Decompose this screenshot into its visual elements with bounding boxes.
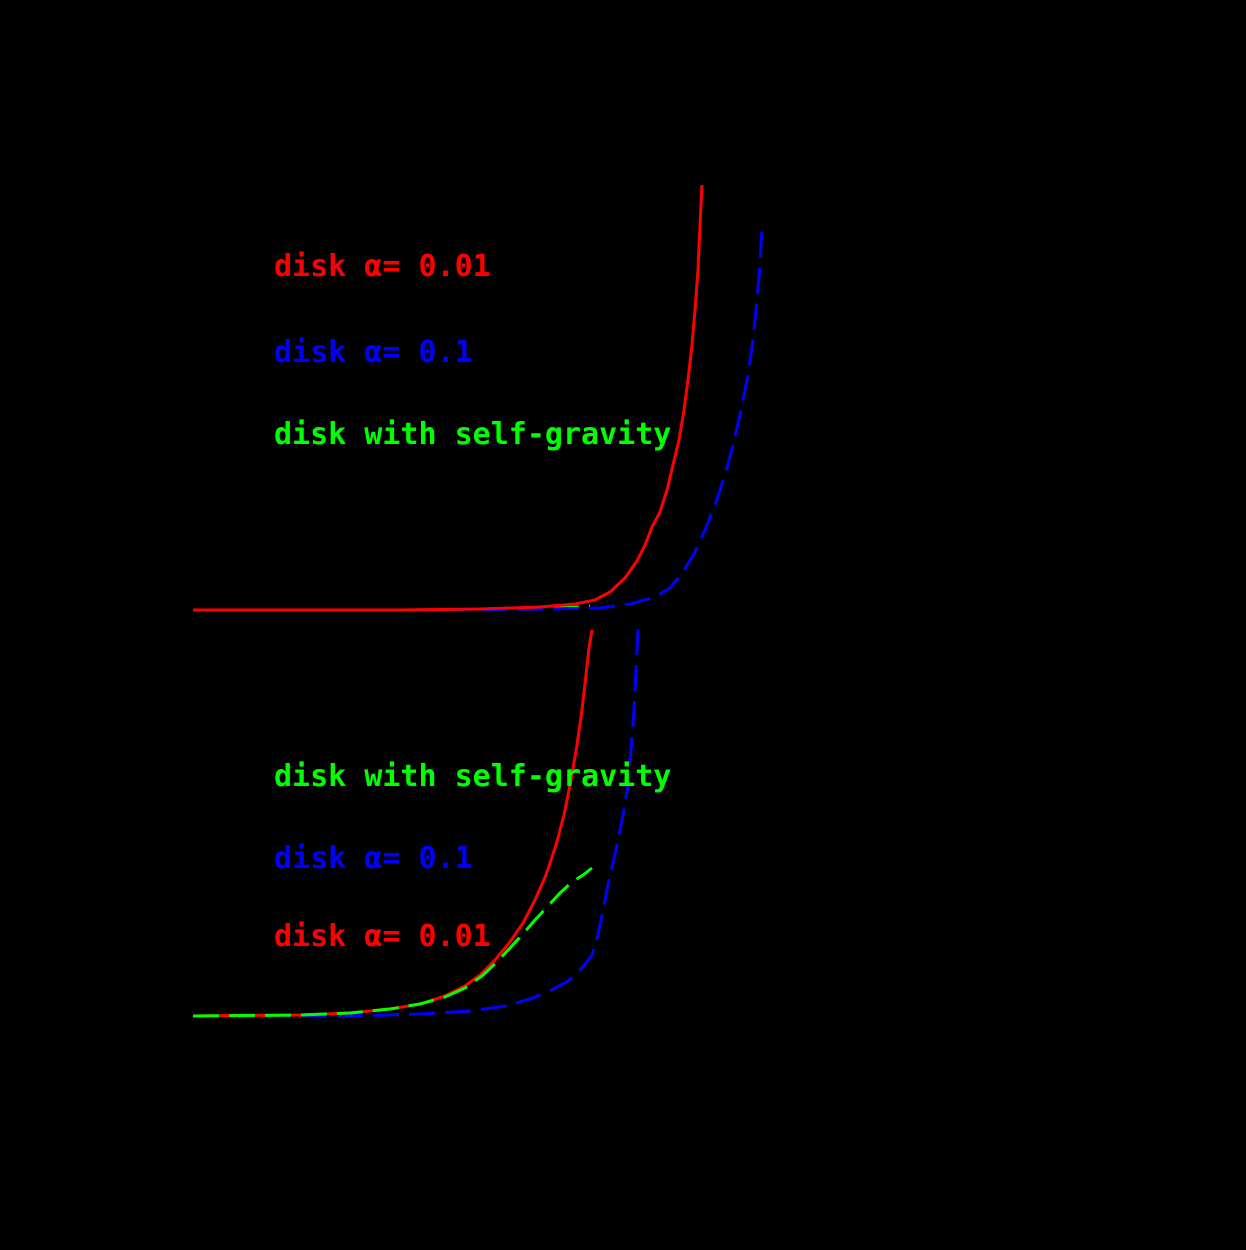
bottom-series-alpha-0.1-line	[193, 627, 640, 1018]
bottom-series-self-gravity-line	[192, 866, 593, 1018]
top-panel	[193, 184, 764, 612]
legend-bottom-alpha-0.01: disk α= 0.01	[274, 919, 491, 954]
legend-bottom-self-gravity: disk with self-gravity	[274, 759, 672, 794]
bottom-panel	[192, 627, 640, 1018]
legend-top-alpha-0.1: disk α= 0.1	[274, 335, 473, 370]
legend-top-self-gravity: disk with self-gravity	[274, 417, 672, 452]
top-series-alpha-0.01-line	[193, 184, 704, 612]
legend-bottom-alpha-0.1: disk α= 0.1	[274, 841, 473, 876]
legend-top-alpha-0.01: disk α= 0.01	[274, 249, 491, 284]
bottom-series-alpha-0.01-line	[192, 629, 594, 1018]
top-series-alpha-0.1-line	[193, 227, 764, 612]
